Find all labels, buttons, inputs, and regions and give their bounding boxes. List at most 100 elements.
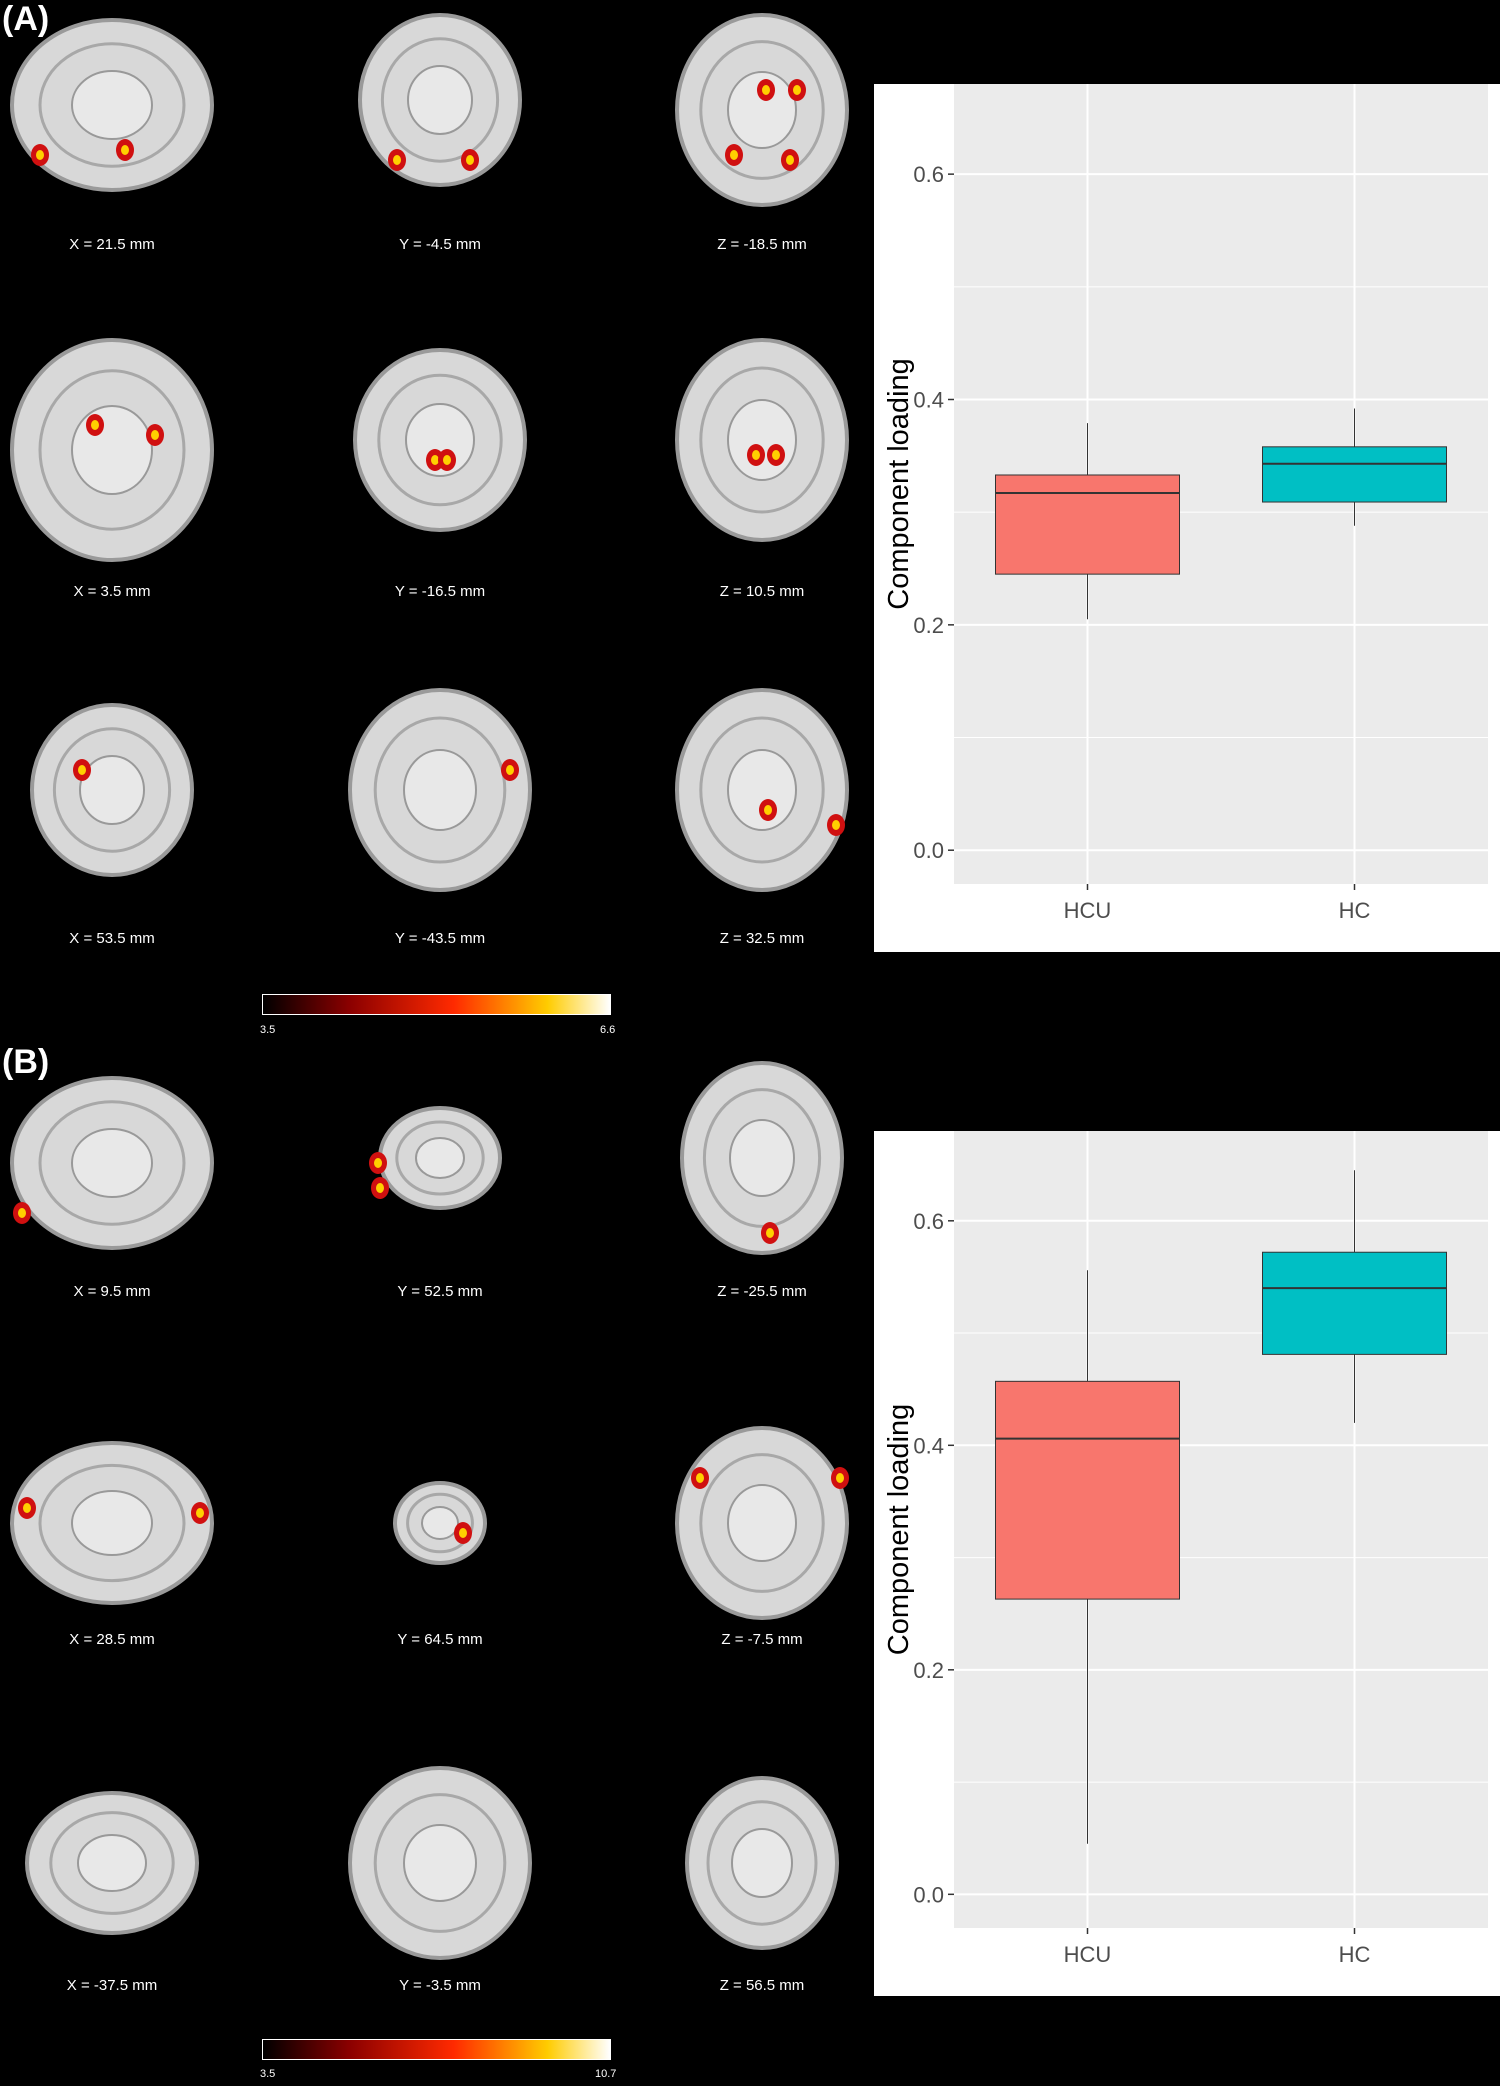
slice-coordinate-label: X = 28.5 mm — [69, 1631, 155, 1648]
brain-slice-white-matter — [407, 65, 473, 135]
colorbar — [262, 994, 611, 1015]
slice-coordinate-label: Y = -4.5 mm — [399, 236, 481, 253]
box-body — [995, 1380, 1180, 1600]
brain-slice-gyri — [373, 1793, 507, 1933]
brain-slice-white-matter — [731, 1828, 793, 1898]
brain-slice-gyri — [699, 716, 825, 864]
activation-blob-core — [374, 1158, 382, 1168]
brain-slices-svg — [10, 13, 849, 892]
brain-slice-white-matter — [71, 1490, 153, 1556]
brain-slice — [348, 688, 532, 892]
brain-slice-white-matter — [79, 755, 145, 825]
box-hcu — [995, 1270, 1180, 1844]
brain-slice — [30, 703, 194, 877]
brain-slice — [10, 1441, 214, 1605]
box-body — [1262, 1251, 1447, 1355]
y-tick-label: 0.6 — [913, 1209, 944, 1234]
brain-slice-white-matter — [421, 1506, 459, 1540]
slice-coordinate-label: Z = 56.5 mm — [719, 1977, 805, 1994]
brain-slice-white-matter — [403, 1824, 477, 1902]
brain-slice-gyri — [699, 366, 825, 514]
slice-coordinate-label: Z = -7.5 mm — [721, 1631, 803, 1648]
brain-slice-white-matter — [77, 1834, 147, 1892]
brain-slice-white-matter — [71, 405, 153, 495]
slice-coordinate-label: Z = -18.5 mm — [717, 236, 807, 253]
x-tick-label: HCU — [1064, 1942, 1112, 1967]
activation-blob-core — [836, 1473, 844, 1483]
brain-slice-gyri — [699, 1453, 825, 1593]
y-tick-label: 0.6 — [913, 162, 944, 187]
brain-slice — [358, 13, 522, 187]
brain-slice — [369, 1106, 502, 1210]
slice-coordinate-label: Y = 52.5 mm — [397, 1283, 483, 1300]
brain-slice — [680, 1061, 844, 1255]
y-axis-label: Component loading — [883, 358, 915, 610]
brain-slice-white-matter — [403, 749, 477, 831]
slice-coordinate-label: X = 21.5 mm — [69, 236, 155, 253]
brain-slice-gyri — [38, 42, 186, 168]
slice-coordinate-label: X = 9.5 mm — [73, 1283, 151, 1300]
brain-slice-white-matter — [727, 1484, 797, 1562]
brain-slice-gyri — [373, 716, 507, 864]
brain-slice — [393, 1481, 487, 1565]
brain-slice — [353, 348, 527, 532]
y-tick-label: 0.4 — [913, 387, 944, 412]
colorbar-min-label: 3.5 — [260, 2068, 276, 2080]
slice-coordinate-label: X = 53.5 mm — [69, 930, 155, 947]
brain-slice — [10, 338, 214, 562]
colorbar-max-label: 10.7 — [595, 2068, 617, 2080]
activation-blob-core — [431, 455, 439, 465]
activation-blob-core — [91, 420, 99, 430]
brain-slice-gyri — [702, 1088, 822, 1228]
y-tick-label: 0.0 — [913, 1882, 944, 1907]
brain-slice-gyri — [52, 727, 172, 853]
brain-slice-gyri — [380, 37, 500, 163]
panel-label: (B) — [2, 1043, 50, 1081]
activation-blob-core — [506, 765, 514, 775]
brain-slice-gyri — [49, 1811, 175, 1915]
brain-slice-white-matter — [415, 1137, 465, 1179]
activation-blob-core — [459, 1528, 467, 1538]
activation-blob-core — [196, 1508, 204, 1518]
brain-slice-white-matter — [405, 403, 475, 477]
brain-slices-svg — [10, 1061, 849, 1960]
y-tick-label: 0.2 — [913, 613, 944, 638]
activation-blob-core — [786, 155, 794, 165]
box-body — [995, 474, 1180, 575]
activation-blob-core — [764, 805, 772, 815]
activation-blob-core — [793, 85, 801, 95]
activation-blob-core — [376, 1183, 384, 1193]
activation-blob-core — [78, 765, 86, 775]
colorbar — [262, 2039, 611, 2060]
boxplot-b: 0.0 0.2 0.4 0.6 HCU HC Component loading — [874, 1131, 1500, 1996]
boxplot-b-svg: 0.0 0.2 0.4 0.6 HCU HC Component loading — [883, 1131, 1488, 1967]
x-tick-label: HC — [1339, 898, 1371, 923]
box-hc — [1262, 1170, 1447, 1423]
slice-coordinate-label: X = -37.5 mm — [66, 1977, 158, 1994]
brain-slice-gyri — [706, 1800, 818, 1926]
brain-slice-white-matter — [71, 1128, 153, 1198]
activation-blob-core — [36, 150, 44, 160]
brain-slice-gyri — [38, 1100, 186, 1226]
brain-slice — [675, 688, 849, 892]
activation-blob-core — [766, 1228, 774, 1238]
brain-slice-white-matter — [727, 749, 797, 831]
brain-slice — [675, 338, 849, 542]
brain-slice — [25, 1791, 199, 1935]
panel-b: (B) 3.5 10.7 0.0 0.2 0.4 0.6 HCU HC Component … — [0, 1043, 1500, 2086]
slice-coordinate-label: X = 3.5 mm — [73, 583, 151, 600]
slice-coordinate-label: Y = -16.5 mm — [394, 583, 486, 600]
box-hcu — [995, 423, 1180, 620]
y-tick-label: 0.2 — [913, 1658, 944, 1683]
activation-blob-core — [752, 450, 760, 460]
activation-blob-core — [151, 430, 159, 440]
brain-slice — [675, 13, 849, 207]
brain-slice-gyri — [395, 1120, 485, 1196]
brain-slice — [675, 1426, 849, 1620]
brain-slice — [10, 18, 214, 192]
panel-a: (A) 3.5 6.6 0.0 0.2 0.4 0.6 HCU HC Component l… — [2, 0, 1500, 1036]
activation-blob-core — [832, 820, 840, 830]
brain-slice-gyri — [38, 1463, 186, 1583]
brain-slice-white-matter — [71, 70, 153, 140]
activation-blob-core — [121, 145, 129, 155]
